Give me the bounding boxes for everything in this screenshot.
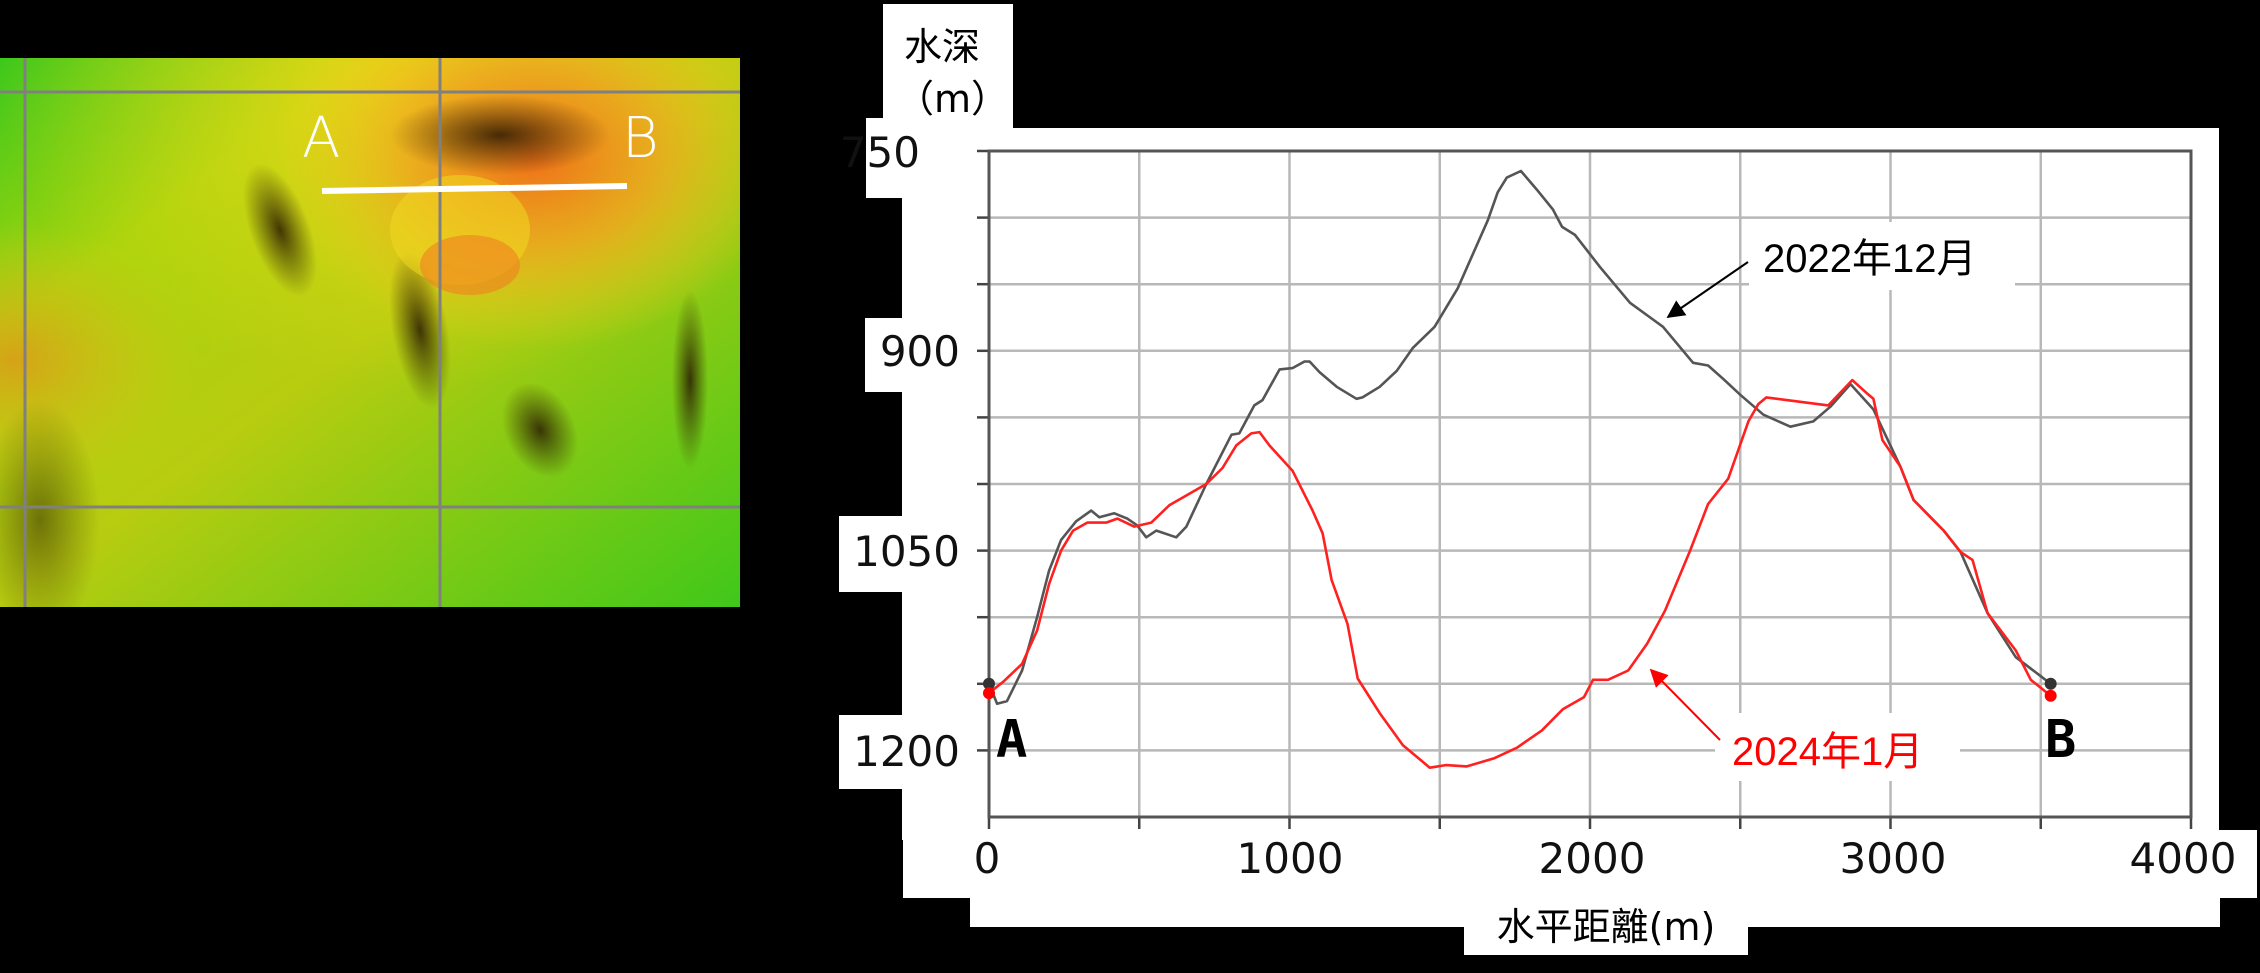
bathymetry-map: A B	[0, 58, 740, 607]
y-tick-label-1200: 1200	[853, 727, 960, 776]
y-tick-label-750: 750	[840, 128, 920, 177]
map-ridge-shadow-4	[501, 382, 579, 478]
x-tick-label-1000: 1000	[1237, 834, 1344, 883]
x-axis-title: 水平距離(m)	[1497, 905, 1716, 949]
legend-2022-arrow	[1666, 261, 1749, 319]
map-orange-spot	[420, 235, 520, 295]
chart-axes	[977, 149, 2193, 829]
chart-gridlines	[989, 151, 2191, 817]
y-tick-label-1050: 1050	[853, 527, 960, 576]
x-tick-label-3000: 3000	[1840, 834, 1947, 883]
y-label-box-900	[865, 318, 925, 392]
map-ridge-shadow-3	[672, 290, 708, 470]
x-tick-label-0: 0	[974, 834, 1001, 883]
profile-chart: 水深 （m） 750 900 1050 1200 0 1000 2000 300…	[839, 4, 2257, 955]
point-label-b: B	[2045, 710, 2076, 770]
chart-series	[989, 169, 2052, 769]
y-label-box-1200	[839, 715, 919, 789]
legend-2024-box	[1715, 713, 1960, 781]
map-peak-zone	[0, 58, 740, 607]
series-line-2022-12	[989, 169, 2052, 706]
x-tick-label-4000: 4000	[2130, 834, 2237, 883]
point-label-a: A	[996, 710, 1027, 770]
map-ridge-shadow-2	[389, 251, 451, 409]
endpoint-a-marker-0	[983, 677, 995, 690]
map-crater-shadow	[390, 95, 610, 175]
endpoint-b-marker-0	[2044, 677, 2057, 690]
legend-2022-box	[1749, 222, 2015, 290]
y-axis-title-line2: （m）	[896, 77, 1009, 121]
series-line-2024-01	[989, 378, 2052, 769]
legend-2024-arrow	[1649, 668, 1721, 741]
endpoint-b-marker-1	[2044, 689, 2057, 702]
map-label-b: B	[622, 106, 659, 171]
map-ridge-shadow-1	[243, 163, 317, 297]
x-title-box	[1464, 900, 1748, 955]
legend-2024-label: 2024年1月	[1732, 730, 1923, 774]
plot-frame	[987, 149, 2193, 819]
section-line-ab	[321, 183, 628, 194]
endpoint-a-marker-1	[983, 687, 995, 700]
legend-2022-label: 2022年12月	[1763, 237, 1976, 281]
x-tick-label-2000: 2000	[1539, 834, 1646, 883]
y-axis-title-line1: 水深	[904, 25, 980, 69]
y-title-box	[883, 4, 1013, 128]
y-label-box-1050	[839, 516, 919, 592]
y-label-box-750	[866, 118, 926, 198]
map-label-a: A	[302, 106, 340, 171]
y-tick-label-900: 900	[880, 327, 960, 376]
